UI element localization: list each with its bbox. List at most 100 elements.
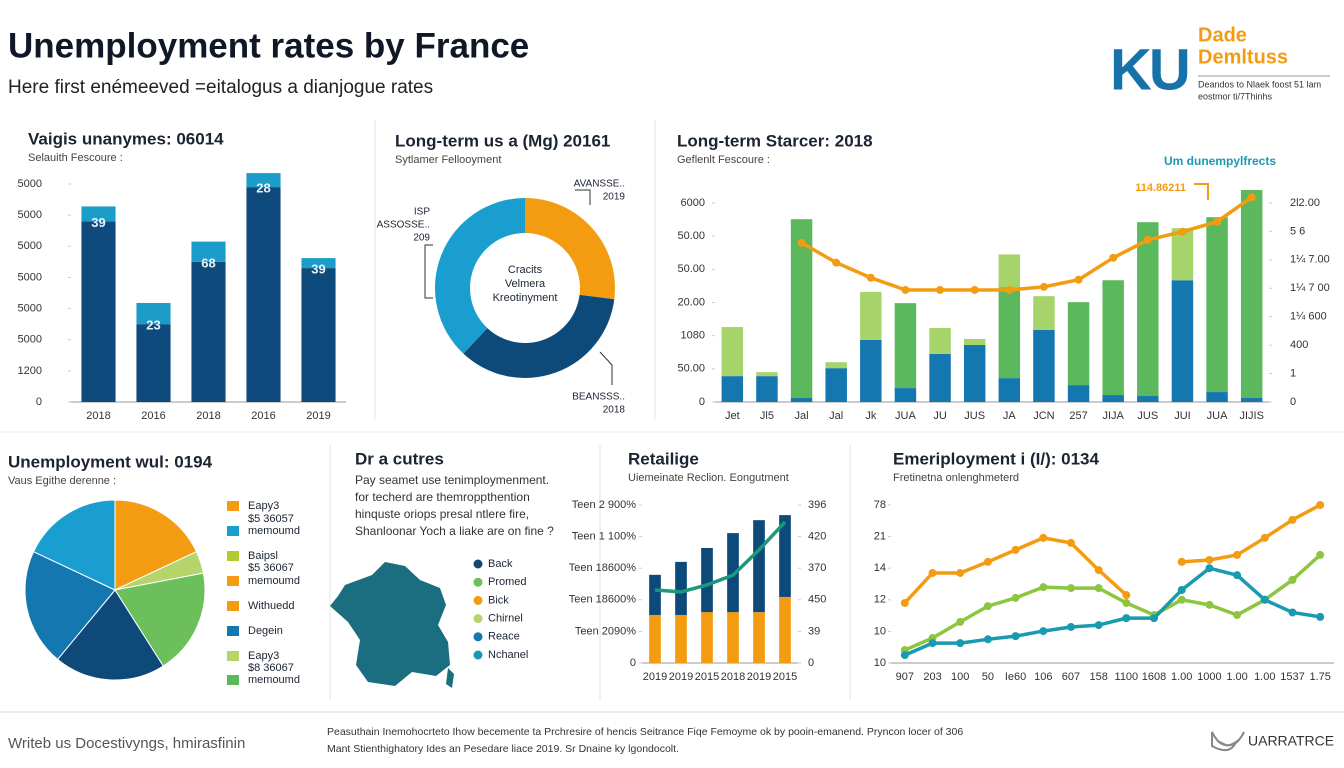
- y-tick-label: 5000: [18, 240, 42, 252]
- line-marker: [1039, 583, 1048, 592]
- line-marker: [1094, 584, 1103, 593]
- legend-dot: [473, 650, 483, 660]
- legend-swatch: [227, 501, 239, 511]
- legend-swatch: [227, 551, 239, 561]
- legend-text: Bick: [488, 594, 509, 606]
- bar: [721, 376, 744, 402]
- panel-text: Pay seamet use tenimploymenment.: [355, 473, 549, 487]
- legend-dot: [473, 595, 483, 605]
- y-tick-label: 5000: [18, 334, 42, 346]
- line-marker: [1316, 550, 1325, 559]
- bar: [1240, 398, 1263, 402]
- legend-swatch: [227, 576, 239, 586]
- x-tick-label: Jal: [795, 410, 809, 422]
- bar: [649, 614, 661, 663]
- y-tick-label: 6000: [681, 197, 705, 209]
- line-marker: [1260, 595, 1269, 604]
- footer-note: Mant Stienthighatory Ides an Pesedare li…: [327, 743, 679, 755]
- line-marker: [832, 258, 841, 267]
- chart-title: Long-term us a (Mg) 20161: [395, 131, 610, 150]
- legend-text: $5 36057: [248, 513, 294, 525]
- legend-text: Back: [488, 558, 513, 570]
- y-tick-label: Teen 1 100%: [572, 531, 636, 543]
- line-marker: [1122, 614, 1131, 623]
- x-tick-label: Jal: [829, 410, 843, 422]
- x-tick-label: JUS: [964, 410, 985, 422]
- x-tick-label: Jet: [725, 410, 740, 422]
- center-text: Cracits: [508, 264, 543, 276]
- y2-tick-label: 1¼ 600: [1290, 311, 1327, 323]
- bar-label: 68: [201, 255, 215, 270]
- x-tick-label: 1.75: [1309, 671, 1330, 683]
- y-tick-label: Teen 2 900%: [572, 499, 636, 511]
- legend-text: memoumd: [248, 525, 300, 537]
- y-tick-label: 1200: [18, 365, 42, 377]
- x-tick-label: JUA: [895, 410, 916, 422]
- bar: [1067, 302, 1090, 386]
- x-tick-label: 100: [951, 671, 969, 683]
- y-tick-label: 21: [874, 531, 886, 543]
- chart-title: Vaigis unanymes: 06014: [28, 129, 224, 148]
- bar: [1033, 330, 1055, 402]
- bar: [860, 291, 882, 340]
- legend-dot: [473, 632, 483, 642]
- line-marker: [1316, 501, 1325, 509]
- x-tick-label: 2015: [695, 671, 719, 683]
- x-tick-label: JIJA: [1102, 410, 1124, 422]
- y-tick-label: 20.00: [677, 296, 705, 308]
- line-marker: [983, 557, 992, 566]
- y-tick-label: 5000: [18, 271, 42, 283]
- legend-text: Withuedd: [248, 600, 294, 612]
- line-marker: [900, 651, 909, 660]
- line: [904, 566, 1321, 657]
- bar: [998, 287, 1021, 379]
- y-tick-label: 10: [874, 625, 886, 637]
- line-marker: [1122, 598, 1131, 607]
- callout: BEANSSS..: [572, 392, 625, 403]
- bar: [998, 378, 1021, 402]
- legend-text: $8 36067: [248, 662, 294, 674]
- bar: [963, 344, 986, 402]
- bar: [301, 268, 336, 402]
- chart-title: Emeriployment i (I/): 0134: [893, 449, 1099, 468]
- callout: ASSOSSE..: [377, 220, 430, 231]
- y-tick-label: Teen 18600%: [569, 594, 636, 606]
- bar: [894, 388, 917, 402]
- bar: [1206, 392, 1228, 402]
- x-tick-label: JUS: [1137, 410, 1158, 422]
- x-tick-label: 1537: [1280, 671, 1304, 683]
- brand-line: Demltuss: [1198, 46, 1288, 68]
- logo: KU: [1110, 37, 1188, 102]
- x-tick-label: 158: [1089, 671, 1107, 683]
- y-tick-label: 14: [874, 562, 886, 574]
- line-marker: [1260, 533, 1269, 542]
- x-tick-label: 1.00: [1226, 671, 1247, 683]
- line-marker: [1205, 555, 1214, 564]
- x-tick-label: JIJIS: [1239, 410, 1263, 422]
- line-marker: [956, 639, 965, 648]
- center-text: Velmera: [505, 278, 546, 290]
- y2-tick-label: 1: [1290, 367, 1296, 379]
- line-marker: [900, 598, 909, 607]
- bar: [1067, 385, 1090, 402]
- x-tick-label: Jl5: [760, 410, 774, 422]
- line-marker: [1122, 591, 1131, 600]
- y2-tick-label: 0: [808, 657, 814, 669]
- bar: [301, 258, 336, 269]
- slice: [56, 589, 164, 681]
- callout: 209: [413, 233, 430, 244]
- legend-text: Reace: [488, 631, 520, 643]
- y-tick-label: 10: [874, 657, 886, 669]
- y2-tick-label: 370: [808, 562, 826, 574]
- y2-tick-label: 2l2.00: [1290, 197, 1320, 209]
- legend-swatch: [227, 601, 239, 611]
- legend-swatch: [227, 626, 239, 636]
- line-marker: [1074, 275, 1083, 284]
- line-marker: [1177, 595, 1186, 604]
- legend-text: Promed: [488, 576, 527, 588]
- footer-note: Peasuthain Inemohocrteto Ihow becemente …: [327, 726, 963, 738]
- line-marker: [983, 635, 992, 644]
- panel-title: Dr a cutres: [355, 449, 444, 468]
- line-marker: [1066, 622, 1075, 631]
- annotation: 114.86211: [1135, 182, 1186, 194]
